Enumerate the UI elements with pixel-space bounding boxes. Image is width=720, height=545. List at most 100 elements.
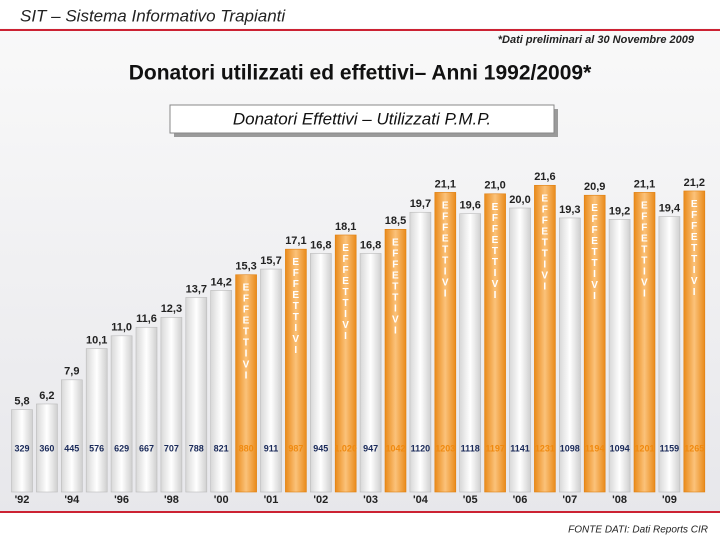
series-name: EFFETTIVI xyxy=(240,283,251,382)
value-label: 18,5 xyxy=(385,215,406,227)
value-label: 21,2 xyxy=(684,177,705,189)
count-label: 1265 xyxy=(684,443,704,453)
count-label: 360 xyxy=(39,443,54,453)
x-tick-label: '08 xyxy=(612,494,627,506)
series-name: EFFETTIVI xyxy=(589,203,600,302)
count-label: 576 xyxy=(89,443,104,453)
chart-subtitle: Donatori Effettivi – Utilizzati P.M.P. xyxy=(233,109,491,128)
bar xyxy=(434,192,457,493)
value-label: 12,3 xyxy=(161,303,182,315)
x-tick-label: '98 xyxy=(164,494,179,506)
count-label: 788 xyxy=(189,443,204,453)
count-label: 445 xyxy=(64,443,79,453)
bar xyxy=(384,229,407,493)
value-label: 11,0 xyxy=(111,322,132,334)
series-name: EFFETTIVI xyxy=(639,200,650,299)
chart-title: Donatori utilizzati ed effettivi– Anni 1… xyxy=(129,62,592,85)
bar xyxy=(633,192,656,493)
count-label: 945 xyxy=(313,443,328,453)
series-name: EFFETTIVI xyxy=(440,200,451,299)
value-label: 19,3 xyxy=(559,204,580,216)
count-label: 947 xyxy=(363,443,378,453)
count-label: 1042 xyxy=(385,443,405,453)
x-tick-label: '04 xyxy=(413,494,429,506)
value-label: 5,8 xyxy=(14,396,29,408)
bar xyxy=(160,317,183,493)
x-tick-label: '00 xyxy=(214,494,229,506)
value-label: 15,3 xyxy=(235,261,256,273)
count-label: 707 xyxy=(164,443,179,453)
count-label: 667 xyxy=(139,443,154,453)
value-label: 19,6 xyxy=(459,200,480,212)
count-label: 1201 xyxy=(634,443,654,453)
value-label: 7,9 xyxy=(64,366,79,378)
count-label: 629 xyxy=(114,443,129,453)
bar xyxy=(409,211,432,493)
bar xyxy=(459,213,482,493)
value-label: 21,0 xyxy=(484,180,505,192)
bar xyxy=(583,194,606,493)
bar xyxy=(285,248,307,493)
count-label: 911 xyxy=(264,443,279,453)
series-name: EFFETTIVI xyxy=(689,199,700,298)
value-label: 21,1 xyxy=(634,178,655,190)
count-label: 1094 xyxy=(610,443,630,453)
bar xyxy=(11,409,33,493)
value-label: 20,9 xyxy=(584,181,605,193)
value-label: 16,8 xyxy=(310,239,331,251)
count-label: 880 xyxy=(239,443,254,453)
bar xyxy=(608,219,631,493)
bar xyxy=(558,217,581,493)
x-tick-label: '96 xyxy=(114,494,129,506)
count-label: 329 xyxy=(14,443,29,453)
bar xyxy=(210,290,232,493)
subtitle-box xyxy=(169,104,555,134)
value-label: 17,1 xyxy=(285,235,306,247)
series-name: EFFETTIVI xyxy=(489,202,500,301)
value-label: 19,4 xyxy=(659,202,681,214)
value-label: 20,0 xyxy=(509,194,530,206)
x-tick-label: '94 xyxy=(64,494,80,506)
bar xyxy=(110,335,133,493)
bar xyxy=(135,326,158,493)
x-tick-label: '05 xyxy=(463,494,478,506)
count-label: 1203 xyxy=(435,443,455,453)
bar xyxy=(334,234,357,493)
x-tick-label: '07 xyxy=(562,494,577,506)
count-label: 1231 xyxy=(535,443,555,453)
bar xyxy=(36,403,58,493)
value-label: 16,8 xyxy=(360,239,381,251)
value-label: 19,7 xyxy=(410,198,431,210)
value-label: 15,7 xyxy=(260,255,281,267)
value-label: 14,2 xyxy=(210,276,231,288)
x-tick-label: '06 xyxy=(513,494,528,506)
count-label: 1194 xyxy=(585,443,605,453)
bar xyxy=(683,190,706,493)
count-label: 821 xyxy=(214,443,229,453)
header-band xyxy=(0,0,720,28)
bar xyxy=(85,348,108,493)
x-tick-label: '92 xyxy=(15,494,30,506)
bar xyxy=(185,297,208,493)
count-label: 987 xyxy=(288,443,303,453)
series-name: EFFETTIVI xyxy=(340,243,351,342)
count-label: 1118 xyxy=(461,443,480,453)
x-tick-label: '03 xyxy=(363,494,378,506)
bar xyxy=(60,379,83,493)
value-label: 19,2 xyxy=(609,205,630,217)
header-title: SIT – Sistema Informativo Trapianti xyxy=(20,6,286,25)
bar xyxy=(484,193,506,493)
value-label: 21,1 xyxy=(435,178,456,190)
bar xyxy=(509,207,531,493)
series-name: EFFETTIVI xyxy=(539,193,550,292)
series-name: EFFETTIVI xyxy=(390,237,401,336)
x-tick-label: '09 xyxy=(662,494,677,506)
value-label: 13,7 xyxy=(186,283,207,295)
count-label: 1141 xyxy=(510,443,530,453)
count-label: 1098 xyxy=(560,443,580,453)
count-label: 1159 xyxy=(660,443,680,453)
count-label: 1197 xyxy=(485,443,505,453)
bar xyxy=(260,268,282,493)
x-tick-label: '01 xyxy=(264,494,279,506)
